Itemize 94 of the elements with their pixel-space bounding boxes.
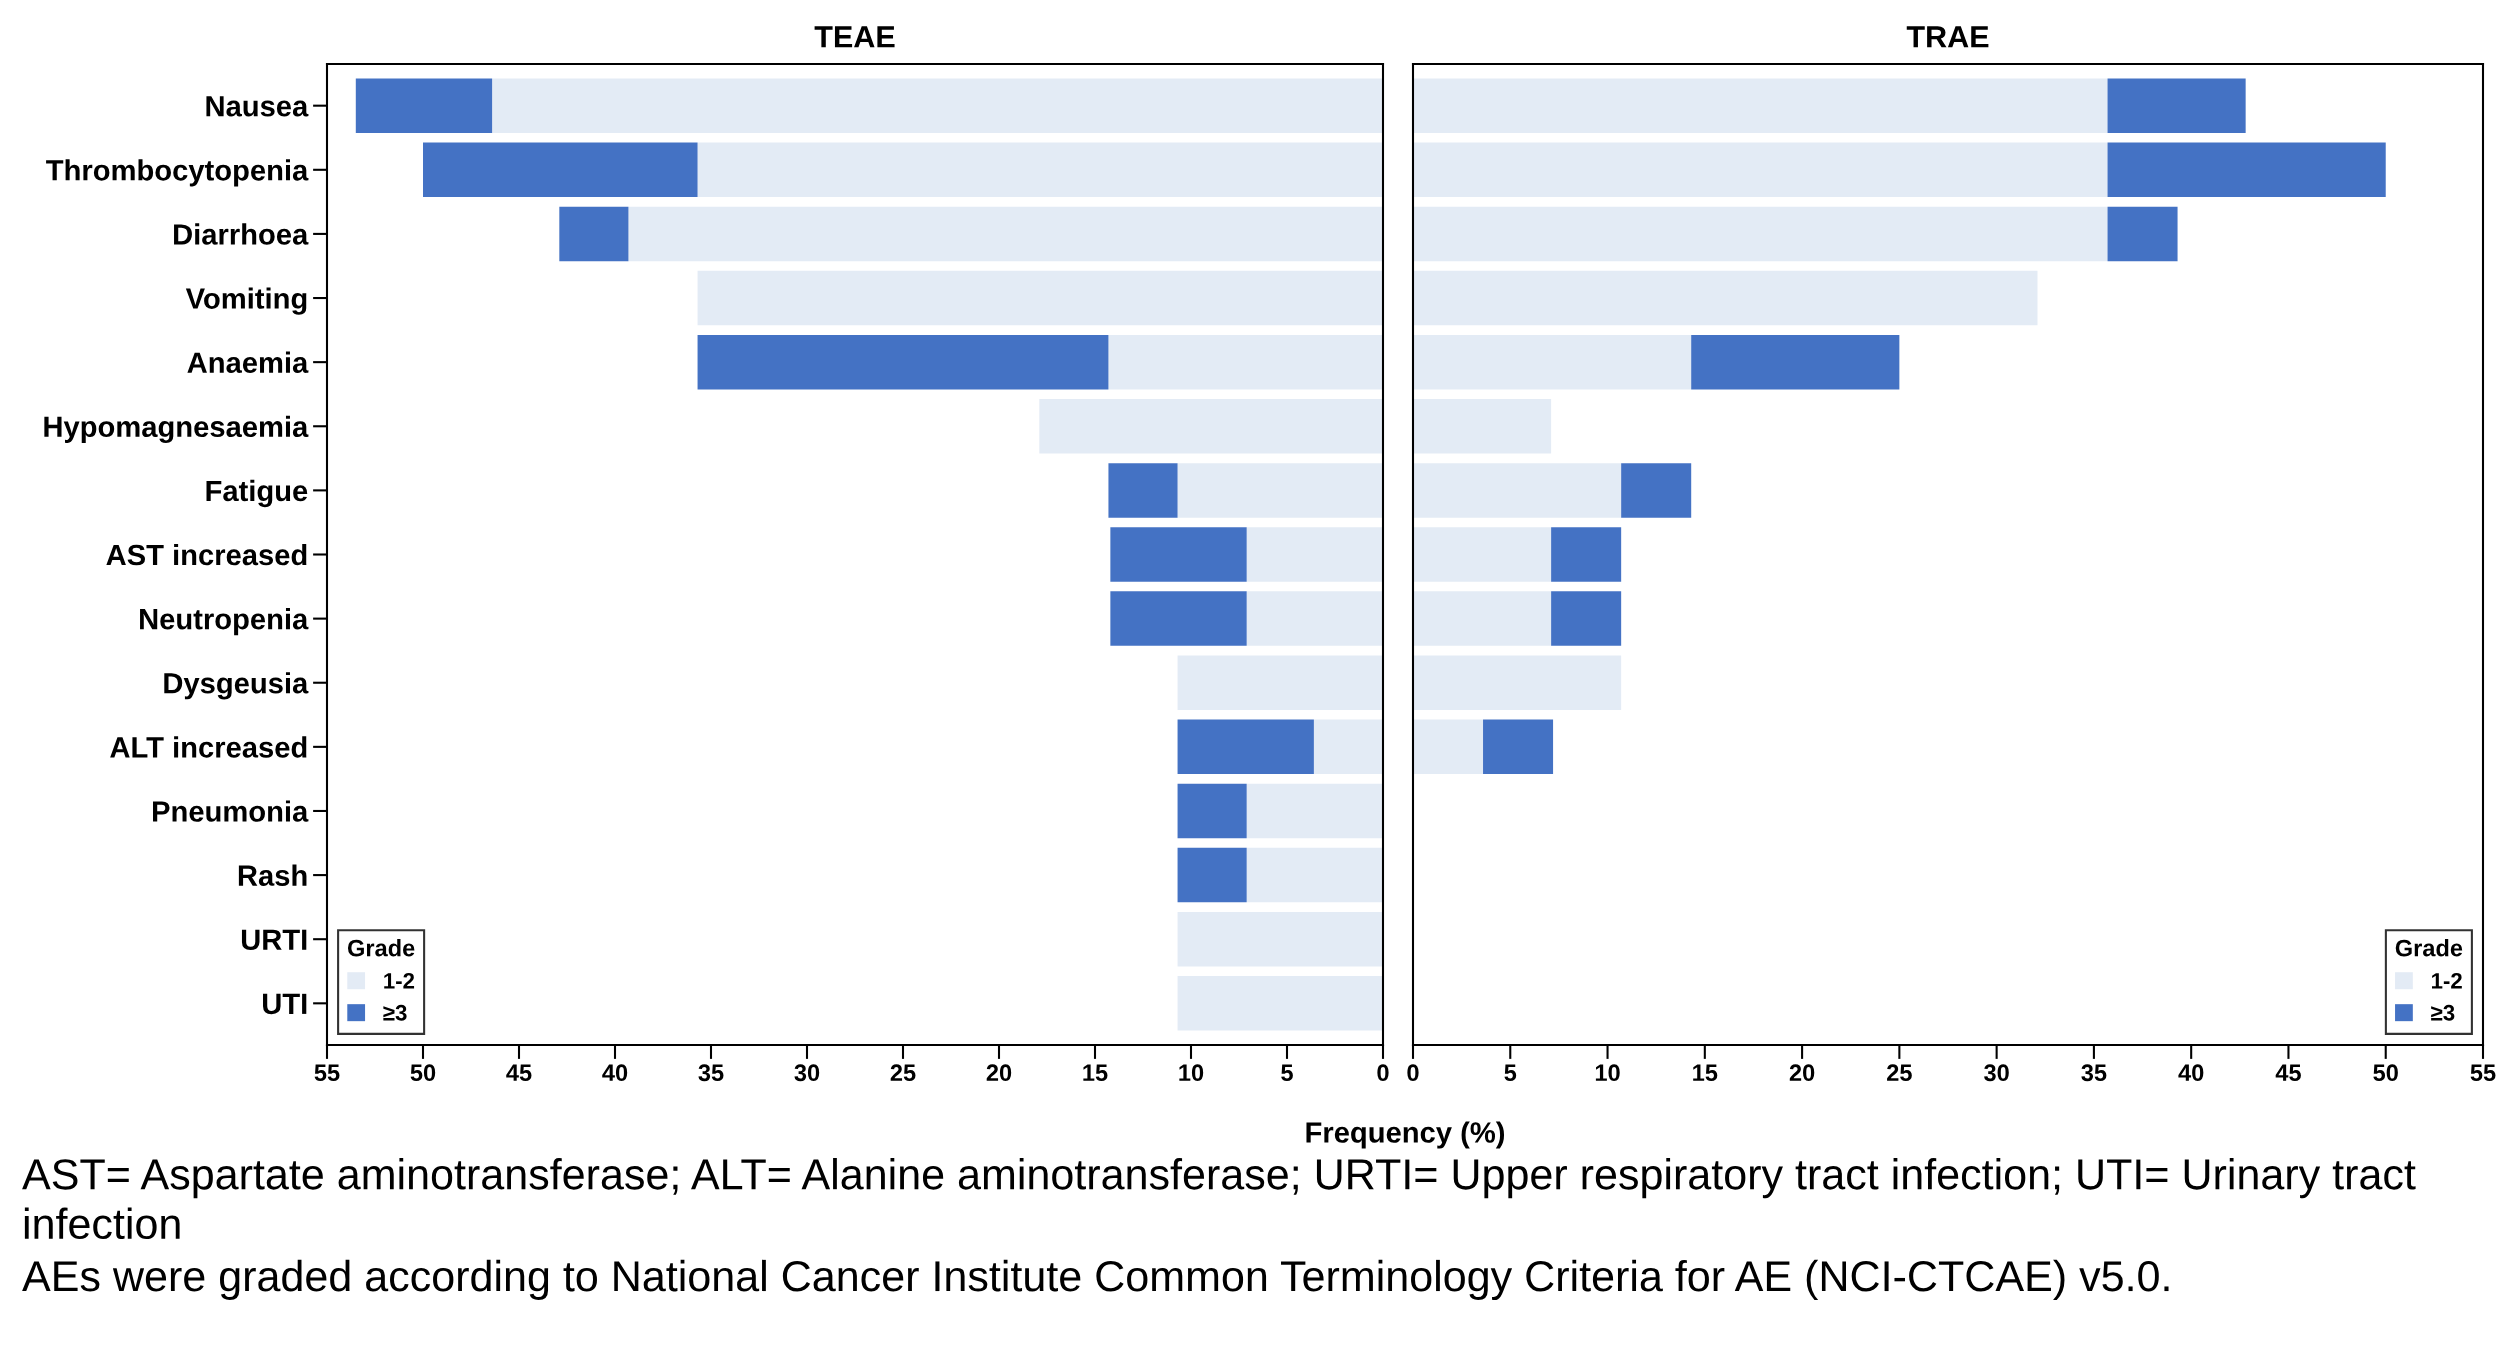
x-tick-label: 40 [2178,1064,2204,1082]
y-tick-label: Anaemia [187,351,309,373]
chart-title: TRAE [1906,26,1989,48]
legend-title: Grade [2395,939,2463,957]
bar [1246,527,1383,582]
x-tick-label: 40 [602,1064,628,1082]
bar [1108,463,1178,518]
y-tick-label: Dysgeusia [164,672,309,700]
y-tick-label: ALT increased [110,736,307,758]
y-tick-label: AST increased [106,543,307,566]
legend-label: 1-2 [384,972,415,989]
bar [1177,719,1314,775]
bar [1177,911,1383,967]
bar [1110,591,1247,646]
y-tick-label: Vomiting [185,287,307,315]
bar [697,334,1109,390]
bar [1313,719,1383,775]
bar [1246,591,1383,646]
bar [1413,463,1622,518]
x-tick-label: 30 [794,1064,820,1082]
x-tick-label: 5 [1504,1064,1517,1082]
x-tick-label: 15 [1083,1064,1108,1082]
x-tick-label: 55 [2470,1064,2496,1082]
bar [1413,719,1484,775]
legend-title: Grade [347,939,415,957]
bar [1177,976,1383,1031]
bar [559,206,629,262]
bar [1413,527,1552,582]
bar [2107,206,2178,262]
x-axis-title: Frequency (%) [1306,1121,1505,1149]
bar [697,270,1383,326]
bar [1108,334,1383,390]
legend-label: ≥3 [2431,1004,2455,1021]
y-tick-label: Diarrhoea [174,223,309,245]
bar [2107,142,2386,198]
y-tick-label: Neutropenia [140,608,309,636]
legend-label: ≥3 [383,1004,407,1021]
bar [1413,591,1552,646]
x-tick-label: 35 [2081,1064,2107,1082]
bar [697,142,1383,198]
x-tick-label: 20 [986,1064,1012,1082]
x-tick-label: 5 [1281,1064,1293,1082]
bar [1177,655,1383,710]
x-tick-label: 25 [890,1064,916,1082]
y-tick-label: Nausea [206,96,309,117]
bar [1177,847,1247,903]
chart-title: TEAE [814,26,895,48]
bar [628,206,1383,262]
x-tick-label: 50 [2373,1064,2398,1082]
bar [1177,783,1247,839]
text: AEs were graded according to National Cancer Institute Common Terminology Criteria for AE (NCI-CTCAE) v5.0. [22,1259,2169,1300]
bar [1110,527,1247,582]
y-tick-label: UTI [263,993,307,1015]
x-tick-label: 45 [506,1064,532,1082]
bar [1483,719,1554,775]
y-tick-label: URTI [241,929,307,951]
x-tick-label: 15 [1693,1064,1718,1082]
bar [423,142,698,198]
x-tick-label: 10 [1595,1064,1620,1082]
x-tick-label: 25 [1887,1064,1912,1082]
x-tick-label: 45 [2275,1064,2301,1082]
bar [1413,655,1622,710]
legend-label: 1-2 [2432,972,2462,989]
x-tick-label: 0 [1407,1064,1419,1082]
y-tick-label: Thrombocytopenia [46,159,309,187]
x-tick-label: 10 [1179,1064,1204,1082]
bar [1413,206,2108,262]
bar [492,78,1383,133]
y-tick-label: Hypomagnesaemia [44,415,309,444]
bar [355,78,493,133]
y-tick-label: Fatigue [206,479,308,508]
bar [1177,463,1383,518]
bar [1551,591,1622,646]
bar [1246,847,1383,903]
bar [1413,270,2038,326]
bar [1246,783,1383,839]
x-tick-label: 55 [314,1064,340,1082]
bar [1413,334,1692,390]
bar [1413,399,1552,454]
y-tick-label: Pneumonia [153,800,309,822]
x-tick-label: 30 [1984,1064,2009,1082]
x-tick-label: 50 [410,1064,436,1082]
text: AST= Aspartate aminotransferase; ALT= Alanine aminotransferase; URTI= Upper respiratory tract infection; UTI= Urinary tract infection [22,1158,2416,1240]
bar [1551,527,1622,582]
x-tick-label: 20 [1789,1064,1815,1082]
x-tick-label: 35 [698,1064,724,1082]
bar [2107,78,2246,133]
y-tick-label: Rash [238,864,307,886]
bar [1039,399,1383,454]
bar [1691,334,1900,390]
bar [1413,78,2108,133]
bar [1621,463,1692,518]
bar [1413,142,2108,198]
x-tick-label: 0 [1377,1064,1389,1082]
